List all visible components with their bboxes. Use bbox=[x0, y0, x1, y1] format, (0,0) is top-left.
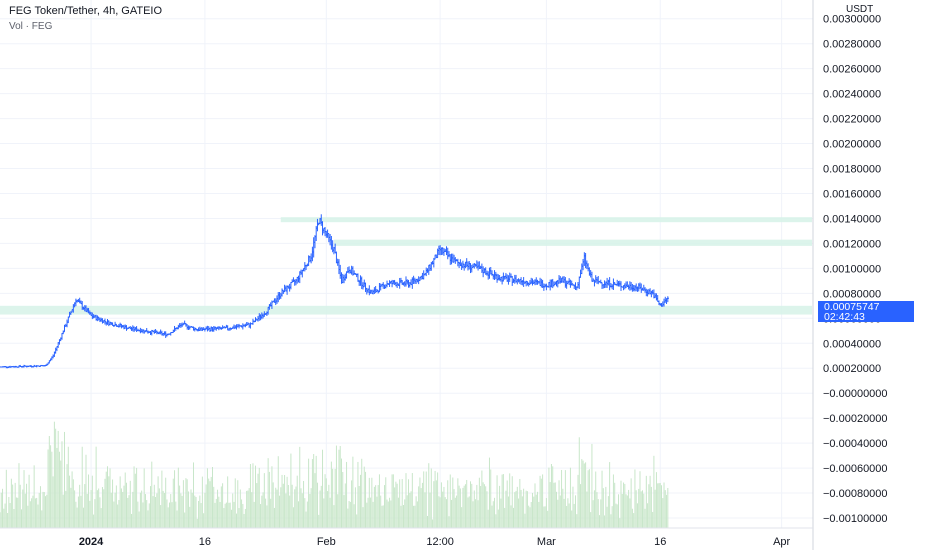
price-tick-label: −0.00020000 bbox=[823, 413, 888, 425]
price-tick-label: −0.00100000 bbox=[823, 513, 888, 525]
price-tick-label: 0.00300000 bbox=[823, 14, 881, 26]
symbol-title[interactable]: FEG Token/Tether, 4h, GATEIO bbox=[9, 5, 163, 17]
time-tick-label: 2024 bbox=[79, 536, 104, 548]
zones bbox=[0, 217, 812, 315]
highlight-zone bbox=[333, 239, 812, 246]
price-tick-label: 0.00140000 bbox=[823, 213, 881, 225]
price-tick-label: 0.00260000 bbox=[823, 64, 881, 76]
price-tick-label: 0.00280000 bbox=[823, 39, 881, 51]
time-tick-label: 12:00 bbox=[426, 536, 454, 548]
price-tick-label: −0.00080000 bbox=[823, 488, 888, 500]
price-series bbox=[0, 214, 670, 369]
price-tick-label: 0.00200000 bbox=[823, 139, 881, 151]
price-tick-label: 0.00180000 bbox=[823, 164, 881, 176]
time-tick-label: 16 bbox=[199, 536, 211, 548]
bar-countdown: 02:42:43 bbox=[824, 311, 865, 323]
price-axis[interactable]: 0.00300000 0.00280000 0.00260000 0.00240000… bbox=[823, 14, 888, 525]
price-tick-label: 0.00160000 bbox=[823, 188, 881, 200]
highlight-zone bbox=[0, 305, 812, 315]
price-tick-label: 0.00020000 bbox=[823, 363, 881, 375]
time-tick-label: Feb bbox=[317, 536, 336, 548]
last-price-tag: 0.00075747 02:42:43 bbox=[818, 301, 914, 322]
time-tick-label: 16 bbox=[654, 536, 666, 548]
price-tick-label: −0.00000000 bbox=[823, 388, 888, 400]
price-tick-label: 0.00120000 bbox=[823, 238, 881, 250]
volume-bars bbox=[0, 421, 669, 528]
time-axis[interactable]: 2024 16 Feb 12:00 Mar 16 Apr bbox=[79, 536, 791, 548]
price-tick-label: −0.00040000 bbox=[823, 438, 888, 450]
price-tick-label: 0.00240000 bbox=[823, 89, 881, 101]
time-tick-label: Mar bbox=[537, 536, 556, 548]
grid-lines bbox=[0, 0, 813, 528]
chart-legend[interactable]: FEG Token/Tether, 4h, GATEIO Vol · FEG bbox=[9, 4, 162, 34]
highlight-zone bbox=[280, 217, 812, 223]
volume-indicator-label[interactable]: Vol · FEG bbox=[9, 21, 53, 32]
price-tick-label: 0.00220000 bbox=[823, 114, 881, 126]
price-tick-label: 0.00040000 bbox=[823, 338, 881, 350]
time-tick-label: Apr bbox=[773, 536, 790, 548]
last-price-value: 0.00075747 bbox=[824, 301, 880, 313]
price-tick-label: 0.00100000 bbox=[823, 263, 881, 275]
price-tick-label: 0.00080000 bbox=[823, 288, 881, 300]
price-tick-label: −0.00060000 bbox=[823, 463, 888, 475]
price-axis-unit[interactable]: USDT bbox=[846, 4, 874, 15]
